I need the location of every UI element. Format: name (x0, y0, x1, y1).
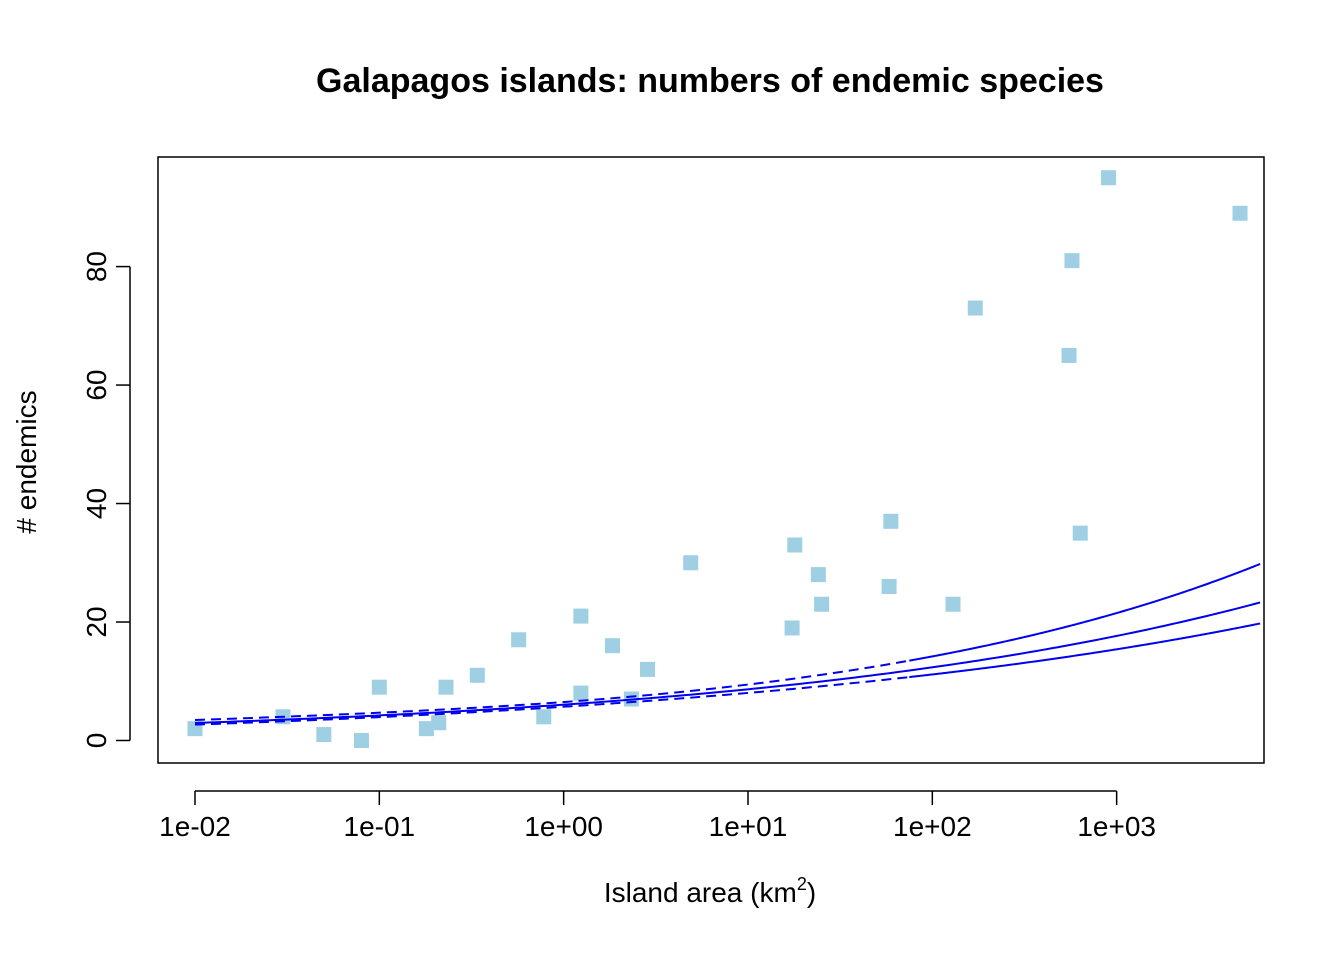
upper-ci-solid-line (909, 563, 1261, 662)
data-point (787, 537, 803, 553)
data-point (511, 632, 527, 648)
data-point (438, 679, 454, 695)
data-point (1232, 205, 1248, 221)
y-tick-label: 60 (81, 369, 112, 400)
lower-ci-solid-line (909, 622, 1261, 679)
y-tick-label: 0 (81, 733, 112, 749)
data-point (967, 300, 983, 316)
data-point (1064, 253, 1080, 269)
data-point (1072, 525, 1088, 541)
x-axis-label-end: ) (807, 877, 816, 908)
x-tick-label: 1e+03 (1077, 811, 1156, 842)
data-point (316, 727, 332, 743)
y-tick-label: 20 (81, 606, 112, 637)
data-point (573, 685, 589, 701)
y-axis: 0 20 40 60 80 (81, 251, 131, 749)
data-point (881, 578, 897, 594)
data-point (1101, 170, 1117, 186)
x-tick-label: 1e+00 (524, 811, 603, 842)
y-tick-label: 80 (81, 251, 112, 282)
x-tick-label: 1e-02 (159, 811, 231, 842)
data-point (1061, 347, 1077, 363)
x-axis: 1e-02 1e-01 1e+00 1e+01 1e+02 1e+03 (159, 790, 1156, 842)
data-point (810, 567, 826, 583)
x-axis-label: Island area (km2) (604, 874, 816, 908)
data-point (353, 732, 369, 748)
y-axis-label: # endemics (11, 390, 42, 533)
data-point (784, 620, 800, 636)
data-point (604, 638, 620, 654)
fit-lines (194, 563, 1261, 726)
data-point (814, 596, 830, 612)
plot-frame (157, 156, 1265, 764)
lower-ci-dashed-line (194, 676, 910, 726)
data-point (945, 596, 961, 612)
x-tick-label: 1e+01 (709, 811, 788, 842)
data-points (187, 170, 1248, 748)
data-point (469, 667, 485, 683)
y-tick-label: 40 (81, 488, 112, 519)
data-point (418, 721, 434, 737)
data-point (371, 679, 387, 695)
data-point (573, 608, 589, 624)
data-point (431, 715, 447, 731)
data-point (639, 661, 655, 677)
data-point (536, 709, 552, 725)
x-axis-label-main: Island area (km (604, 877, 797, 908)
data-point (883, 513, 899, 529)
chart-title: Galapagos islands: numbers of endemic sp… (316, 62, 1104, 100)
x-tick-label: 1e+02 (893, 811, 972, 842)
x-axis-label-superscript: 2 (797, 874, 807, 894)
fit-line (194, 601, 1261, 724)
data-point (683, 555, 699, 571)
x-tick-label: 1e-01 (344, 811, 416, 842)
upper-ci-dashed-line (194, 659, 910, 721)
